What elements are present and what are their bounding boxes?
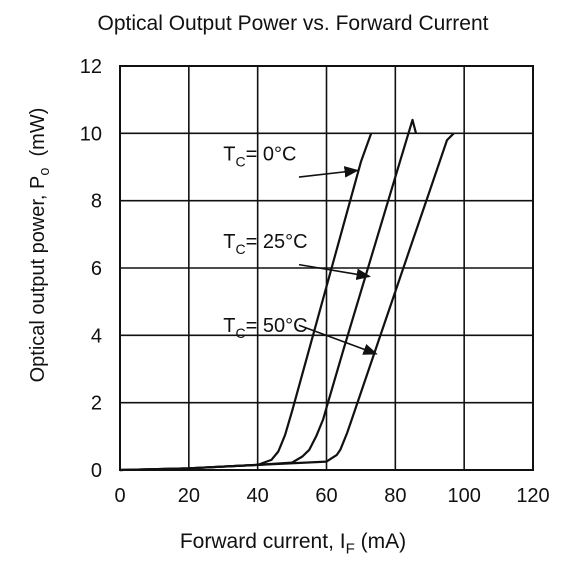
y-tick-label: 12 bbox=[80, 56, 102, 78]
series-line-0 bbox=[119, 132, 373, 472]
x-tick-label: 120 bbox=[516, 485, 549, 507]
x-axis-label: Forward current, IF (mA) bbox=[0, 530, 586, 557]
x-tick-label: 20 bbox=[178, 485, 200, 507]
series-lines bbox=[119, 118, 455, 472]
series-line-2 bbox=[119, 132, 455, 472]
plot-frame bbox=[119, 65, 534, 471]
y-tick-label: 10 bbox=[80, 123, 102, 145]
x-tick-label: 0 bbox=[114, 485, 125, 507]
y-axis-label-text: Optical output power, P bbox=[26, 175, 49, 383]
y-axis-label-unit: (mW) bbox=[26, 107, 49, 168]
y-tick-label: 6 bbox=[91, 258, 102, 280]
series-arrow-2 bbox=[298, 324, 378, 355]
x-axis-label-unit: (mA) bbox=[354, 530, 407, 553]
series-label-0: TC= 0°C bbox=[223, 143, 296, 169]
x-tick-label: 80 bbox=[384, 485, 406, 507]
y-axis-label-subscript: o bbox=[37, 167, 54, 176]
series-annotations: TC= 0°C TC= 25°C TC= 50°C bbox=[223, 143, 378, 355]
y-tick-label: 2 bbox=[91, 393, 102, 415]
y-axis-label: Optical output power, Po (mW) bbox=[27, 108, 53, 383]
series-arrow-1 bbox=[298, 263, 371, 280]
tick-labels: 0 20 40 60 80 100 120 0 2 4 6 8 10 12 bbox=[80, 56, 550, 507]
series-label-1: TC= 25°C bbox=[223, 231, 307, 257]
series-line-1 bbox=[119, 118, 418, 472]
x-axis-label-subscript: F bbox=[345, 540, 355, 558]
x-tick-label: 40 bbox=[247, 485, 269, 507]
x-axis-label-text: Forward current, I bbox=[179, 530, 346, 553]
chart-title: Optical Output Power vs. Forward Current bbox=[97, 12, 489, 35]
series-label-2: TC= 50°C bbox=[223, 315, 307, 341]
x-tick-label: 60 bbox=[315, 485, 337, 507]
y-tick-label: 4 bbox=[91, 325, 102, 347]
y-tick-label: 8 bbox=[91, 191, 102, 213]
y-tick-label: 0 bbox=[91, 460, 102, 482]
series-arrow-0 bbox=[298, 166, 359, 178]
x-tick-label: 100 bbox=[447, 485, 480, 507]
